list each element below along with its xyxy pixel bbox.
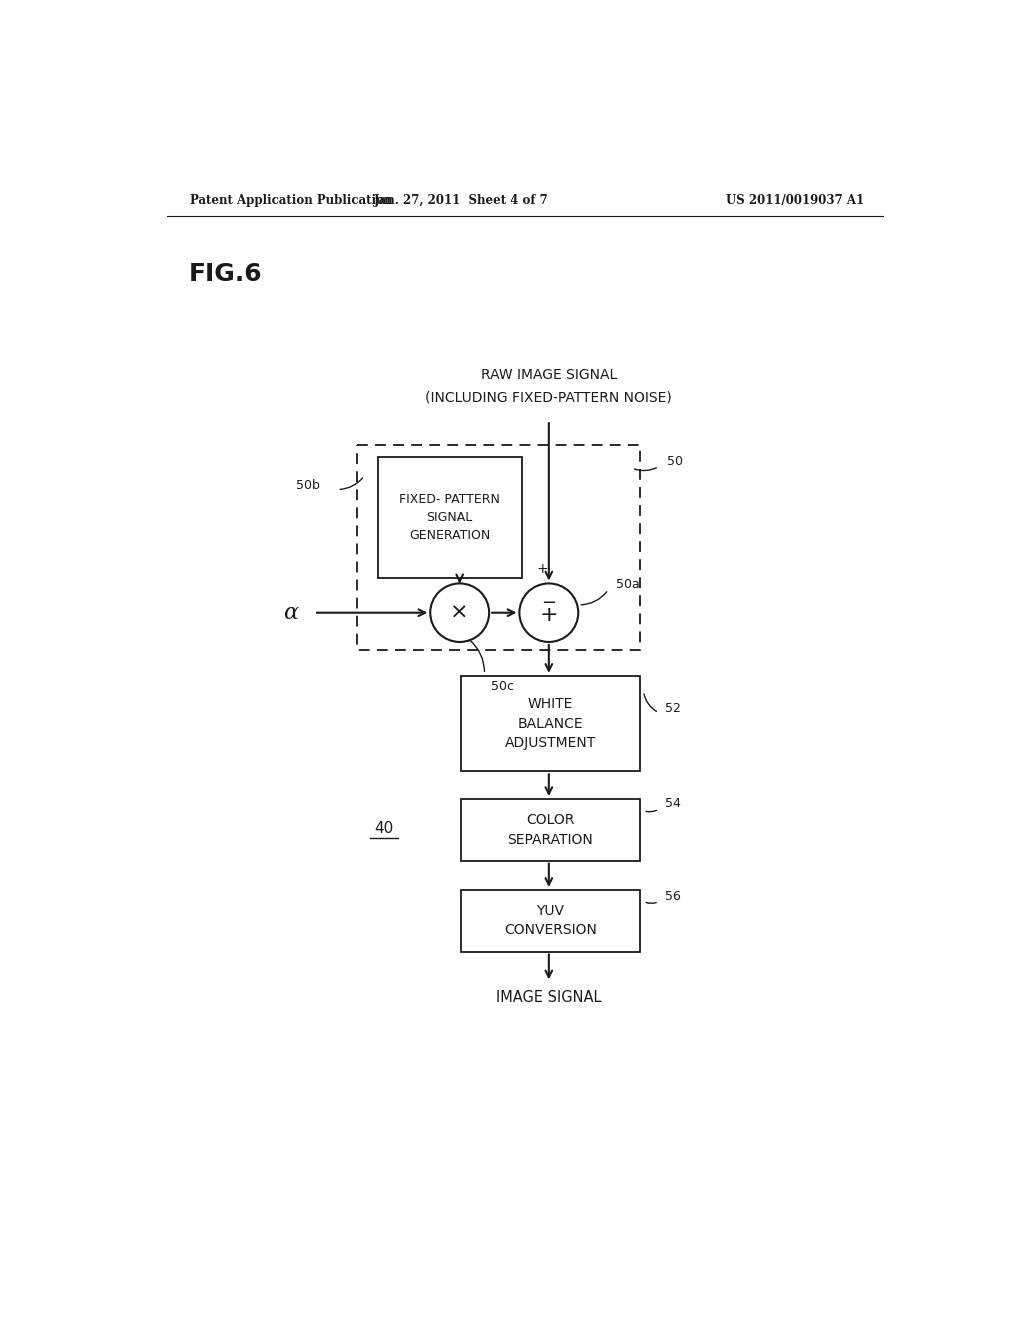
- Circle shape: [519, 583, 579, 642]
- Text: −: −: [542, 594, 556, 612]
- Text: 54: 54: [665, 797, 681, 810]
- Text: 56: 56: [665, 890, 681, 903]
- Text: 52: 52: [665, 702, 681, 714]
- Polygon shape: [461, 890, 640, 952]
- Text: 50a: 50a: [616, 578, 640, 591]
- Text: Patent Application Publication: Patent Application Publication: [190, 194, 392, 207]
- Text: US 2011/0019037 A1: US 2011/0019037 A1: [726, 194, 864, 207]
- Text: FIG.6: FIG.6: [188, 263, 262, 286]
- Text: COLOR
SEPARATION: COLOR SEPARATION: [508, 813, 593, 846]
- Text: IMAGE SIGNAL: IMAGE SIGNAL: [496, 990, 601, 1005]
- Text: RAW IMAGE SIGNAL: RAW IMAGE SIGNAL: [480, 368, 616, 381]
- Polygon shape: [461, 799, 640, 861]
- Text: +: +: [537, 562, 549, 576]
- Polygon shape: [378, 457, 521, 578]
- Text: ×: ×: [451, 603, 469, 623]
- Text: FIXED- PATTERN
SIGNAL
GENERATION: FIXED- PATTERN SIGNAL GENERATION: [399, 494, 500, 543]
- Text: 40: 40: [374, 821, 393, 836]
- Circle shape: [430, 583, 489, 642]
- Text: α: α: [284, 602, 298, 624]
- Text: (INCLUDING FIXED-PATTERN NOISE): (INCLUDING FIXED-PATTERN NOISE): [425, 391, 672, 405]
- Text: 50c: 50c: [490, 681, 514, 693]
- Text: +: +: [540, 605, 558, 624]
- Text: 50b: 50b: [296, 479, 321, 492]
- Text: Jan. 27, 2011  Sheet 4 of 7: Jan. 27, 2011 Sheet 4 of 7: [374, 194, 549, 207]
- Text: 50: 50: [667, 454, 683, 467]
- Polygon shape: [461, 676, 640, 771]
- Text: YUV
CONVERSION: YUV CONVERSION: [504, 904, 597, 937]
- Text: WHITE
BALANCE
ADJUSTMENT: WHITE BALANCE ADJUSTMENT: [505, 697, 596, 750]
